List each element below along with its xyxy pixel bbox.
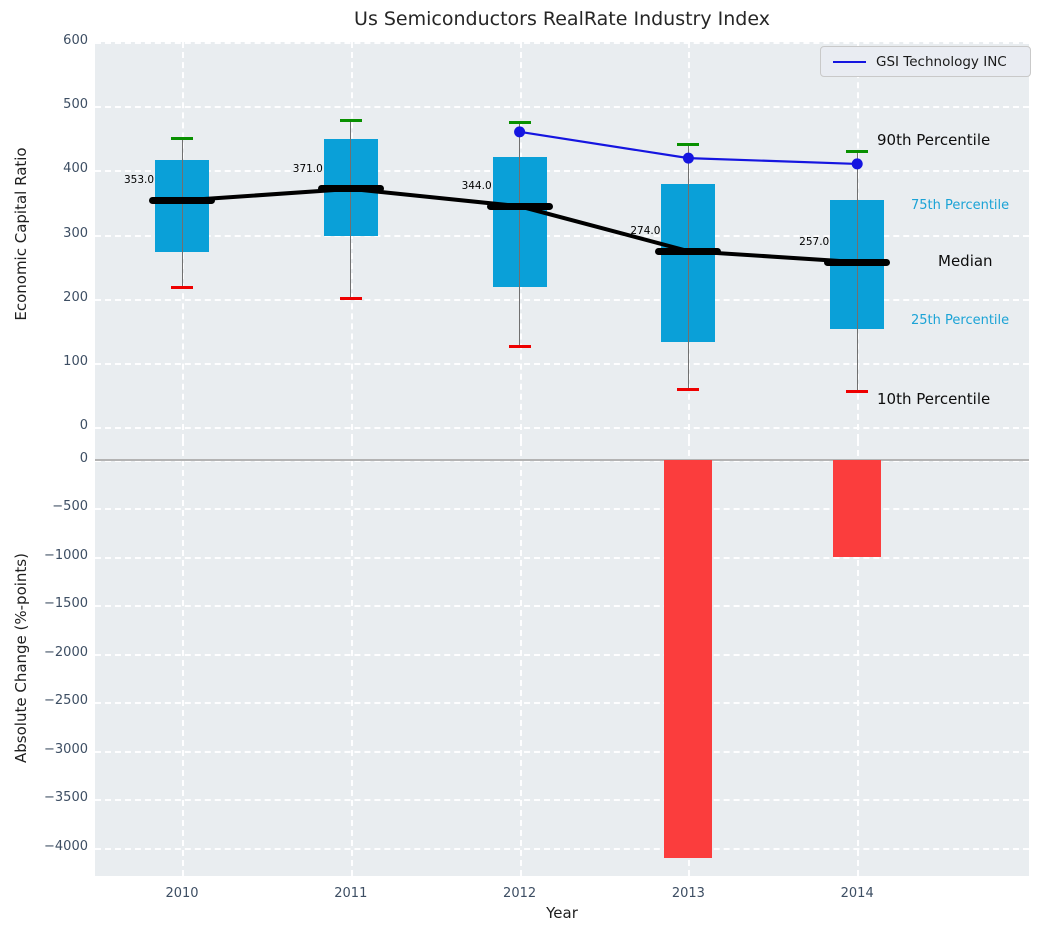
median-marker-2012	[486, 202, 553, 210]
median-marker-2013	[655, 247, 722, 255]
y-tick-label: −3500	[44, 790, 88, 806]
annotation-median: Median	[938, 252, 993, 270]
gridline-horizontal	[95, 42, 1029, 44]
x-axis-label: Year	[546, 904, 578, 922]
whisker-2014	[856, 151, 858, 392]
x-tick-label: 2011	[334, 886, 368, 901]
cap-90th-2011	[339, 118, 362, 122]
cap-90th-2014	[846, 149, 869, 153]
gridline-horizontal	[95, 750, 1029, 753]
whisker-2013	[687, 144, 689, 390]
gridline-horizontal	[95, 106, 1029, 109]
annotation-10th-percentile: 10th Percentile	[877, 390, 991, 408]
median-value-label-2010: 353.0	[123, 174, 155, 187]
bar-2014	[833, 459, 882, 557]
gridline-horizontal	[95, 170, 1029, 173]
cap-10th-2011	[339, 296, 362, 300]
whisker-2011	[350, 120, 352, 299]
gridline-vertical	[857, 440, 860, 876]
x-tick-label: 2013	[671, 886, 705, 901]
gridline-vertical	[350, 440, 353, 876]
gridline-horizontal	[95, 848, 1029, 850]
y-tick-label: −500	[52, 499, 88, 515]
y-tick-label: −1500	[44, 596, 88, 612]
y-axis-label-bottom: Absolute Change (%-points)	[12, 553, 30, 763]
gridline-horizontal	[95, 653, 1029, 656]
y-tick-label: −3000	[44, 741, 88, 757]
bar-2013	[664, 459, 713, 858]
median-marker-2011	[317, 185, 384, 193]
legend-label: GSI Technology INC	[876, 53, 1007, 70]
y-axis-label-top: Economic Capital Ratio	[12, 147, 30, 321]
whisker-2010	[181, 138, 183, 288]
y-tick-label: 0	[79, 450, 88, 466]
cap-10th-2014	[846, 389, 869, 393]
cap-90th-2010	[171, 136, 193, 140]
y-tick-label: −2000	[44, 644, 88, 660]
cap-90th-2013	[677, 142, 700, 146]
y-tick-label: 400	[63, 161, 88, 177]
gridline-horizontal	[95, 362, 1029, 365]
median-marker-2014	[824, 258, 891, 266]
median-value-label-2014: 257.0	[799, 236, 830, 249]
whisker-2012	[519, 122, 521, 347]
legend: GSI Technology INC	[820, 46, 1031, 77]
y-tick-label: 100	[63, 353, 88, 369]
cap-10th-2013	[677, 387, 700, 391]
gridline-horizontal	[95, 459, 1029, 462]
chart-title: Us Semiconductors RealRate Industry Inde…	[354, 8, 770, 30]
zero-line	[95, 458, 1029, 461]
gridline-horizontal	[95, 298, 1029, 301]
gridline-horizontal	[95, 702, 1029, 705]
cap-90th-2012	[508, 121, 531, 125]
gridline-horizontal	[95, 427, 1029, 429]
median-value-label-2012: 344.0	[461, 180, 492, 193]
y-tick-label: 200	[63, 289, 88, 305]
y-tick-label: −1000	[44, 547, 88, 563]
y-tick-label: 300	[63, 225, 88, 241]
x-tick-label: 2014	[840, 886, 874, 901]
gridline-vertical	[519, 440, 522, 876]
gridline-vertical	[182, 440, 184, 876]
cap-10th-2012	[508, 344, 531, 348]
gridline-horizontal	[95, 234, 1029, 237]
gridline-horizontal	[95, 799, 1029, 802]
x-tick-label: 2012	[503, 886, 537, 901]
median-value-label-2011: 371.0	[292, 162, 323, 175]
y-tick-label: −2500	[44, 693, 88, 709]
gridline-horizontal	[95, 556, 1029, 559]
annotation-90th-percentile: 90th Percentile	[877, 131, 991, 149]
annotation-75th-percentile: 75th Percentile	[911, 198, 1010, 213]
y-tick-label: −4000	[44, 839, 88, 854]
legend-line-sample	[833, 60, 866, 63]
top-plot-panel	[95, 42, 1029, 440]
y-tick-label: 600	[63, 33, 88, 48]
cap-10th-2010	[171, 285, 193, 289]
bottom-plot-panel	[95, 440, 1029, 876]
y-tick-label: 0	[79, 418, 88, 433]
x-tick-label: 2010	[165, 886, 199, 901]
gridline-horizontal	[95, 605, 1029, 608]
gridline-horizontal	[95, 508, 1029, 511]
median-value-label-2013: 274.0	[630, 225, 661, 238]
annotation-25th-percentile: 25th Percentile	[911, 313, 1010, 328]
median-marker-2010	[149, 196, 215, 204]
y-tick-label: 500	[63, 97, 88, 113]
